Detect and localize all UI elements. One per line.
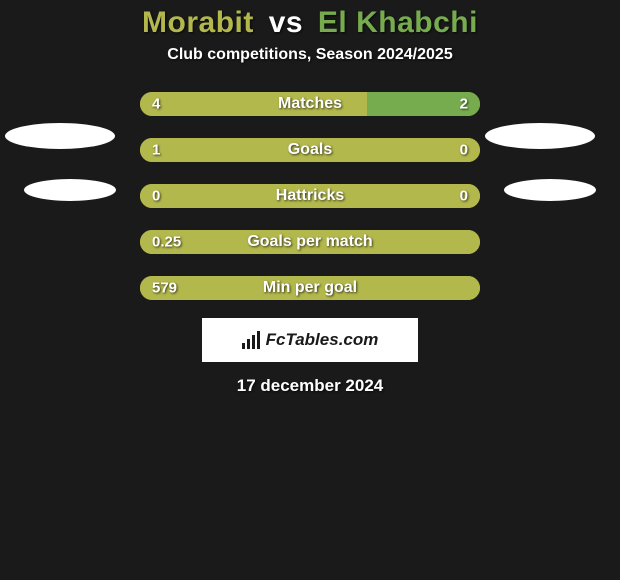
- stat-row: Matches42: [0, 92, 620, 116]
- title-vs: vs: [269, 6, 303, 39]
- stat-bar: Goals per match0.25: [140, 230, 480, 254]
- stat-row: Goals10: [0, 138, 620, 162]
- stat-bar: Hattricks00: [140, 184, 480, 208]
- chart-icon-bar: [247, 339, 250, 349]
- title-right: El Khabchi: [318, 6, 478, 39]
- attribution-text: FcTables.com: [266, 330, 379, 350]
- stat-bar-left: [140, 92, 367, 116]
- stat-bar-left: [140, 230, 480, 254]
- subtitle: Club competitions, Season 2024/2025: [0, 46, 620, 64]
- stat-bar-right: [367, 92, 480, 116]
- stat-row: Goals per match0.25: [0, 230, 620, 254]
- comparison-card: Morabit vs El Khabchi Club competitions,…: [0, 0, 620, 580]
- stat-bar: Matches42: [140, 92, 480, 116]
- stat-bar: Min per goal579: [140, 276, 480, 300]
- stat-row: Min per goal579: [0, 276, 620, 300]
- page-title: Morabit vs El Khabchi: [0, 0, 620, 40]
- chart-icon: [242, 331, 260, 349]
- title-left: Morabit: [142, 6, 254, 39]
- chart-icon-bar: [252, 335, 255, 349]
- chart-icon-bar: [242, 343, 245, 349]
- stat-bar: Goals10: [140, 138, 480, 162]
- attribution-logo: FcTables.com: [202, 318, 418, 362]
- stat-bar-left: [140, 138, 480, 162]
- stat-bar-left: [140, 276, 480, 300]
- date-text: 17 december 2024: [0, 376, 620, 396]
- stat-row: Hattricks00: [0, 184, 620, 208]
- stat-bar-left: [140, 184, 480, 208]
- chart-icon-bar: [257, 331, 260, 349]
